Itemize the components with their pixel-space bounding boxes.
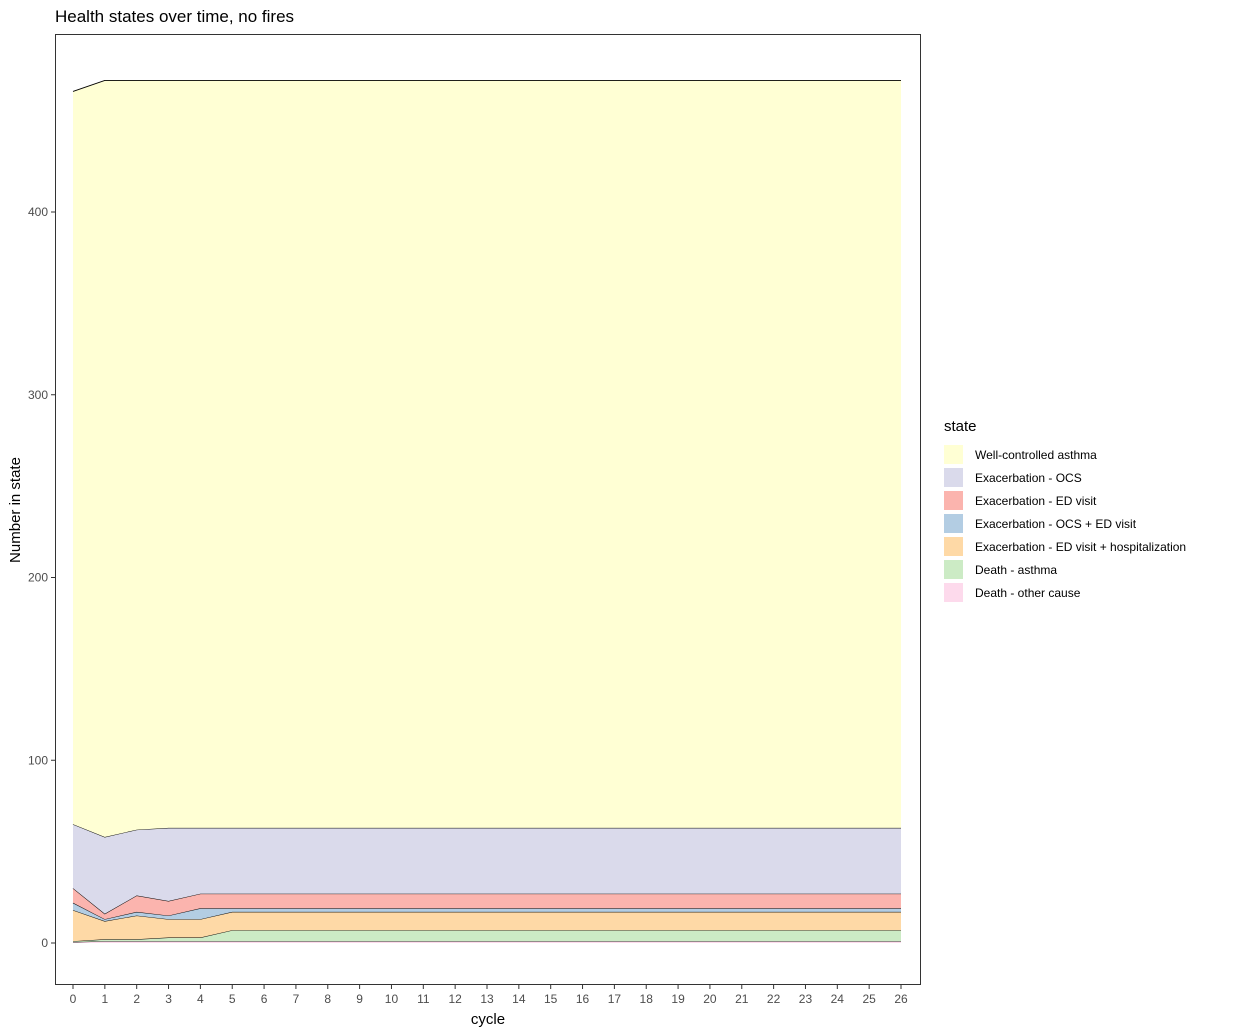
- x-tick-label: 26: [894, 992, 908, 1006]
- area-exacerbation-ocs: [73, 824, 901, 914]
- x-tick-label: 14: [512, 992, 526, 1006]
- legend: state Well-controlled asthma Exacerbation…: [944, 418, 1186, 604]
- y-axis: 0 100 200 300 400: [28, 205, 56, 950]
- area-outline-well-controlled-asthma: [72, 79, 901, 92]
- x-tick-label: 12: [448, 992, 462, 1006]
- area-layers: [72, 79, 901, 943]
- legend-label: Death - asthma: [975, 562, 1058, 577]
- area-exacerbation-ed-visit: [73, 888, 901, 920]
- legend-key: [944, 468, 963, 487]
- legend-key: [944, 583, 963, 602]
- x-tick-label: 15: [544, 992, 558, 1006]
- legend-key: [944, 537, 963, 556]
- legend-item: Death - other cause: [944, 581, 1186, 604]
- y-tick-label: 100: [28, 753, 48, 767]
- x-tick-label: 22: [767, 992, 781, 1006]
- legend-key: [944, 560, 963, 579]
- x-axis: 0 1 2 3 4 5 6 7 8 9 10 11 12 13 14 15 16 17 18 19 20 21 22 23 24…: [70, 984, 908, 1006]
- area-well-controlled-asthma: [73, 80, 901, 837]
- x-tick-label: 21: [735, 992, 749, 1006]
- legend-items: Well-controlled asthma Exacerbation - OCS…: [944, 443, 1186, 604]
- x-tick-label: 24: [831, 992, 845, 1006]
- legend-title: state: [944, 418, 977, 435]
- y-tick-label: 0: [41, 936, 48, 950]
- x-tick-label: 13: [480, 992, 494, 1006]
- x-tick-label: 18: [640, 992, 654, 1006]
- x-tick-label: 4: [197, 992, 204, 1006]
- legend-item: Well-controlled asthma: [944, 443, 1186, 466]
- legend-item: Death - asthma: [944, 558, 1186, 581]
- y-tick-label: 200: [28, 571, 48, 585]
- legend-key: [944, 491, 963, 510]
- legend-key: [944, 514, 963, 533]
- x-tick-label: 17: [608, 992, 622, 1006]
- y-tick-label: 400: [28, 205, 48, 219]
- x-tick-label: 23: [799, 992, 813, 1006]
- legend-key: [944, 445, 963, 464]
- legend-label: Death - other cause: [975, 585, 1081, 600]
- legend-label: Exacerbation - OCS: [975, 470, 1082, 485]
- x-tick-label: 11: [417, 992, 430, 1006]
- x-tick-label: 16: [576, 992, 590, 1006]
- x-tick-label: 8: [324, 992, 331, 1006]
- x-tick-label: 25: [862, 992, 876, 1006]
- plot-panel-border: [55, 34, 921, 985]
- x-tick-label: 20: [703, 992, 717, 1006]
- x-tick-label: 10: [385, 992, 399, 1006]
- y-tick-label: 300: [28, 388, 48, 402]
- legend-label: Exacerbation - OCS + ED visit: [975, 516, 1137, 531]
- x-tick-label: 5: [229, 992, 236, 1006]
- x-tick-label: 7: [293, 992, 300, 1006]
- legend-label: Exacerbation - ED visit: [975, 493, 1097, 508]
- legend-item: Exacerbation - OCS + ED visit: [944, 512, 1186, 535]
- legend-label: Well-controlled asthma: [975, 447, 1097, 462]
- x-tick-label: 9: [356, 992, 363, 1006]
- x-tick-label: 19: [671, 992, 685, 1006]
- x-tick-label: 3: [165, 992, 172, 1006]
- x-tick-label: 0: [70, 992, 77, 1006]
- legend-item: Exacerbation - OCS: [944, 466, 1186, 489]
- x-tick-label: 6: [261, 992, 268, 1006]
- y-axis-label: Number in state: [7, 457, 24, 563]
- x-tick-label: 2: [133, 992, 140, 1006]
- legend-item: Exacerbation - ED visit: [944, 489, 1186, 512]
- x-axis-label: cycle: [471, 1011, 505, 1028]
- area-death-asthma: [73, 930, 901, 943]
- x-tick-label: 1: [102, 992, 109, 1006]
- legend-label: Exacerbation - ED visit + hospitalizatio…: [975, 539, 1187, 554]
- area-exacerbation-ed-visit-hospitalization: [73, 910, 901, 942]
- chart-title: Health states over time, no fires: [55, 7, 295, 26]
- legend-item: Exacerbation - ED visit + hospitalizatio…: [944, 535, 1186, 558]
